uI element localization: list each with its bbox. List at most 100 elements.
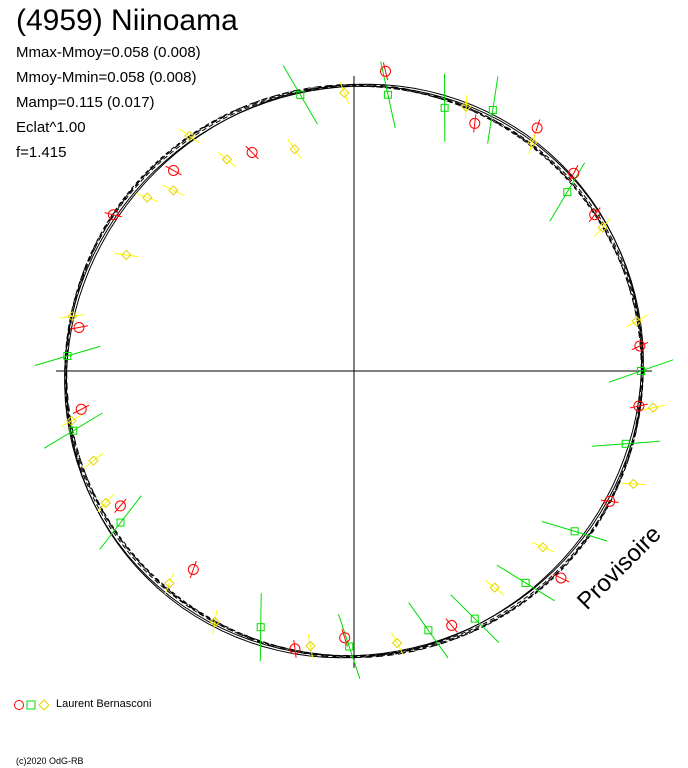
fit-dashed-4 — [66, 83, 642, 659]
diamond-marker — [184, 130, 195, 142]
diamond-marker — [537, 541, 549, 553]
square-marker — [570, 527, 579, 536]
diamond-marker — [339, 87, 350, 99]
square-marker — [383, 90, 392, 99]
square-marker — [563, 188, 572, 197]
diamond-error-bar — [531, 541, 555, 553]
diamond-marker — [66, 415, 77, 427]
diamond-marker — [168, 185, 179, 196]
square-marker — [637, 367, 645, 375]
diamond-error-bar — [60, 314, 85, 319]
square-error-bar — [487, 76, 499, 144]
square-marker — [296, 90, 305, 99]
square-error-bar — [408, 602, 449, 659]
circle-error-bar — [382, 62, 389, 81]
diamond-marker — [527, 137, 538, 148]
circle-marker — [246, 147, 258, 158]
chart-title: (4959) Niinoama — [16, 4, 238, 37]
diamond-error-bar — [135, 192, 159, 203]
square-error-bar — [338, 614, 361, 679]
param-frequency: f=1.415 — [16, 144, 67, 161]
diamond-error-bar — [641, 404, 665, 411]
diamond-marker — [100, 497, 111, 509]
legend-square-marker — [26, 700, 36, 710]
circle-error-bar — [189, 560, 197, 579]
circle-marker — [446, 620, 458, 631]
circle-marker — [469, 117, 481, 129]
circle-marker — [531, 122, 543, 134]
square-marker — [621, 439, 630, 448]
diamond-error-bar — [528, 131, 537, 155]
circle-error-bar — [72, 404, 90, 414]
circle-error-bar — [631, 341, 649, 351]
circle-error-bar — [629, 403, 648, 409]
square-error-bar — [450, 594, 500, 643]
diamond-error-bar — [83, 452, 104, 469]
square-error-bar — [591, 440, 660, 447]
circle-marker — [380, 65, 391, 77]
circle-marker — [633, 400, 645, 412]
circle-marker — [568, 167, 580, 179]
diamond-error-bar — [287, 139, 302, 160]
diamond-error-bar — [164, 571, 175, 595]
square-error-bar — [34, 345, 101, 366]
error-bars — [34, 61, 674, 679]
circle-marker — [634, 340, 646, 352]
fit-dashed-2 — [64, 85, 644, 657]
circle-marker — [604, 495, 616, 507]
diamond-error-bar — [114, 252, 139, 258]
square-marker — [521, 578, 530, 587]
square-marker — [69, 426, 78, 435]
diamond-marker — [460, 101, 472, 113]
diamond-error-bar — [464, 94, 468, 119]
diamond-marker — [164, 578, 175, 589]
observer-legend-markers — [14, 699, 50, 711]
square-error-bar — [608, 359, 674, 383]
circle-error-bar — [552, 573, 570, 583]
diamond-marker — [489, 582, 500, 593]
diamond-marker — [628, 478, 639, 490]
square-marker — [470, 614, 479, 623]
circle-marker — [114, 500, 126, 512]
square-marker — [345, 642, 354, 651]
circle-marker — [75, 403, 87, 415]
square-marker — [424, 626, 433, 635]
square-marker — [488, 106, 497, 114]
square-error-bar — [43, 412, 103, 449]
diamond-marker — [142, 192, 153, 203]
diamond-error-bar — [162, 184, 185, 197]
diamond-error-bar — [60, 414, 83, 428]
circle-error-bar — [114, 498, 127, 514]
diamond-error-bar — [625, 314, 648, 328]
diamond-marker — [631, 315, 642, 327]
param-eclat: Eclat^1.00 — [16, 119, 86, 136]
circle-error-bar — [245, 145, 259, 160]
diamond-marker — [289, 143, 300, 155]
circle-error-bar — [293, 639, 297, 658]
diamond-marker — [209, 616, 221, 628]
circle-error-bar — [473, 114, 477, 133]
legend-circle-marker — [14, 700, 24, 710]
circle-error-bar — [165, 165, 182, 176]
axes — [56, 76, 652, 668]
param-mmax-mmoy: Mmax-Mmoy=0.058 (0.008) — [16, 44, 201, 61]
param-mamp: Mamp=0.115 (0.017) — [16, 94, 155, 111]
square-error-bar — [99, 495, 142, 550]
diamond-marker — [391, 637, 403, 649]
circle-error-bar — [70, 325, 88, 330]
circle-marker — [289, 643, 301, 655]
circle-error-bar — [600, 499, 619, 503]
diamond-marker — [647, 402, 659, 413]
circle-error-bar — [104, 212, 123, 218]
diamond-error-bar — [339, 81, 350, 105]
param-mmoy-mmin: Mmoy-Mmin=0.058 (0.008) — [16, 69, 197, 86]
diamond-error-bar — [390, 632, 404, 654]
circle-marker — [73, 322, 85, 333]
circle-marker — [555, 572, 567, 584]
copyright-notice: (c)2020 OdG-RB — [16, 756, 84, 766]
square-error-bar — [541, 521, 608, 542]
square-error-bar — [282, 65, 318, 125]
square-error-bar — [259, 593, 262, 662]
diamond-error-bar — [484, 579, 505, 596]
diamond-error-bar — [594, 218, 611, 237]
